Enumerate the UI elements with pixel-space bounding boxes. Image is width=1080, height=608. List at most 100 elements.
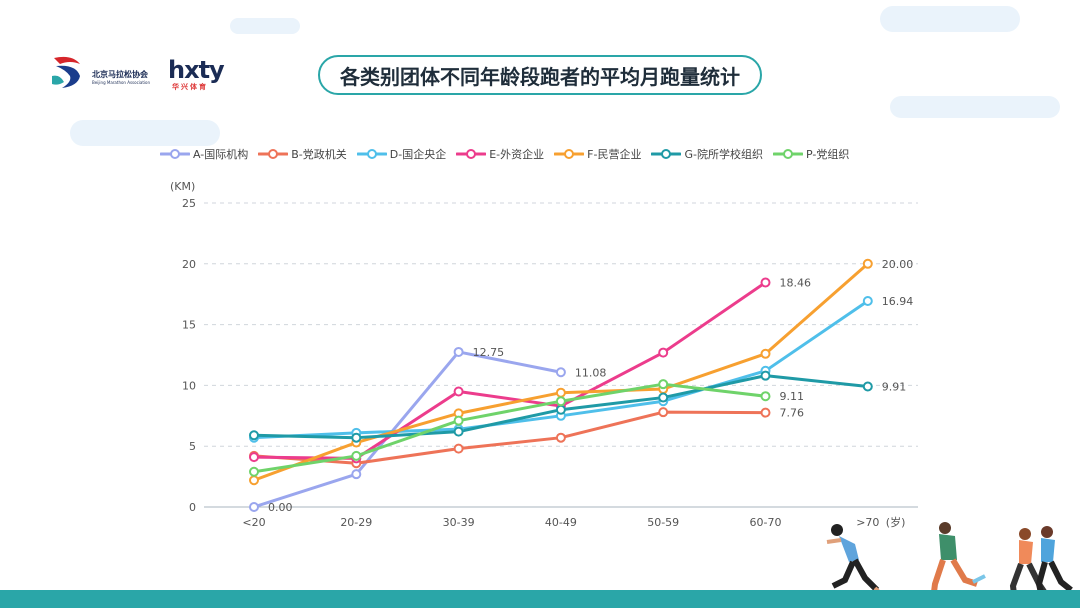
marathon-emblem-icon xyxy=(52,56,80,88)
data-point xyxy=(862,381,873,392)
series-line xyxy=(252,281,767,460)
series-line xyxy=(252,350,563,509)
series-line xyxy=(252,410,767,465)
data-point xyxy=(658,407,669,418)
data-label: 9.91 xyxy=(882,380,907,393)
data-label: 12.75 xyxy=(473,346,505,359)
data-point xyxy=(351,450,362,461)
logo-cn-text: 北京马拉松协会 xyxy=(92,70,148,79)
x-tick-label: >70 xyxy=(856,516,879,529)
logo-hxty-text: hxty xyxy=(168,56,225,84)
data-point xyxy=(760,370,771,381)
legend-swatch-marker xyxy=(782,149,793,159)
legend-swatch xyxy=(160,149,190,159)
legend-label: G-院所学校组织 xyxy=(684,148,763,161)
logo-en-text: Beijing Marathon Association xyxy=(92,80,151,85)
data-point xyxy=(249,502,259,512)
y-tick-label: 20 xyxy=(182,258,196,271)
data-point xyxy=(658,392,669,403)
x-tick-label: 60-70 xyxy=(750,516,782,529)
chart-legend: A-国际机构 B-党政机关 D-国企央企 E-外资企业 F-民营企业 G-院所学校组织 P-… xyxy=(160,145,849,163)
data-point xyxy=(658,379,669,390)
cloud-decoration xyxy=(70,120,220,146)
legend-swatch-marker xyxy=(466,149,477,159)
x-tick-label: 20-29 xyxy=(340,516,372,529)
data-point xyxy=(453,443,464,454)
data-point xyxy=(760,407,771,418)
data-label: 7.76 xyxy=(780,407,805,420)
legend-swatch xyxy=(651,149,682,159)
beijing-marathon-logo: 北京马拉松协会 Beijing Marathon Association xyxy=(50,52,160,92)
data-point xyxy=(555,367,566,378)
legend-swatch xyxy=(554,149,585,159)
data-point xyxy=(249,475,259,486)
data-point xyxy=(453,426,464,437)
legend-label: F-民营企业 xyxy=(587,148,642,161)
series-line xyxy=(252,382,767,474)
data-point xyxy=(760,277,771,288)
y-tick-label: 25 xyxy=(182,197,196,210)
data-point xyxy=(351,469,362,480)
data-label: 9.11 xyxy=(780,390,805,403)
data-point xyxy=(555,404,566,415)
y-tick-label: 0 xyxy=(189,501,196,514)
data-label: 16.94 xyxy=(882,295,914,308)
legend-item: F-民营企业 xyxy=(554,145,641,163)
legend-swatch-marker xyxy=(564,149,575,159)
legend-swatch xyxy=(456,149,487,159)
bottom-accent-bar xyxy=(0,590,1080,608)
data-point xyxy=(249,430,259,441)
legend-item: B-党政机关 xyxy=(258,145,347,163)
y-tick-label: 10 xyxy=(182,379,196,392)
legend-swatch-marker xyxy=(268,149,279,159)
legend-swatch-marker xyxy=(366,149,377,159)
y-tick-label: 15 xyxy=(182,319,196,332)
data-point xyxy=(453,386,464,397)
data-point xyxy=(555,432,566,443)
legend-label: B-党政机关 xyxy=(291,148,347,161)
cloud-decoration xyxy=(230,18,300,34)
legend-label: A-国际机构 xyxy=(193,148,249,161)
legend-item: G-院所学校组织 xyxy=(651,145,763,163)
x-tick-label: 40-49 xyxy=(545,516,577,529)
legend-swatch-marker xyxy=(170,149,180,159)
cloud-decoration xyxy=(880,6,1020,32)
y-axis-label: (KM) xyxy=(170,180,195,193)
data-point xyxy=(249,466,259,477)
legend-label: P-党组织 xyxy=(805,148,850,161)
huaxing-sports-logo: hxty 华兴体育 xyxy=(168,56,244,92)
data-label: 18.46 xyxy=(780,277,812,290)
data-point xyxy=(555,387,566,398)
data-point xyxy=(862,296,873,307)
data-point xyxy=(760,348,771,359)
data-label: 20.00 xyxy=(882,258,914,271)
x-tick-label: 30-39 xyxy=(443,516,475,529)
legend-label: D-国企央企 xyxy=(389,148,447,161)
legend-swatch xyxy=(356,149,387,159)
legend-swatch xyxy=(772,149,803,159)
x-tick-label: 50-59 xyxy=(647,516,679,529)
data-label: 11.08 xyxy=(575,366,607,379)
y-tick-label: 5 xyxy=(189,440,196,453)
data-point xyxy=(453,415,464,426)
data-point xyxy=(249,452,259,463)
legend-item: D-国企央企 xyxy=(356,145,447,163)
legend-swatch xyxy=(258,149,289,159)
legend-item: E-外资企业 xyxy=(456,145,544,163)
data-point xyxy=(351,432,362,443)
legend-item: A-国际机构 xyxy=(160,145,248,163)
data-point xyxy=(862,258,873,269)
data-point xyxy=(760,391,771,402)
cloud-decoration xyxy=(890,96,1060,118)
data-point xyxy=(658,347,669,358)
data-point xyxy=(555,396,566,407)
data-label: 0.00 xyxy=(268,501,293,514)
legend-item: P-党组织 xyxy=(772,145,850,163)
logo-hxty-sub-text: 华兴体育 xyxy=(172,83,208,91)
page-title: 各类别团体不同年龄段跑者的平均月跑量统计 xyxy=(318,55,762,95)
legend-label: E-外资企业 xyxy=(489,148,545,161)
legend-swatch-marker xyxy=(661,149,672,159)
x-axis-label: (岁) xyxy=(886,515,906,529)
